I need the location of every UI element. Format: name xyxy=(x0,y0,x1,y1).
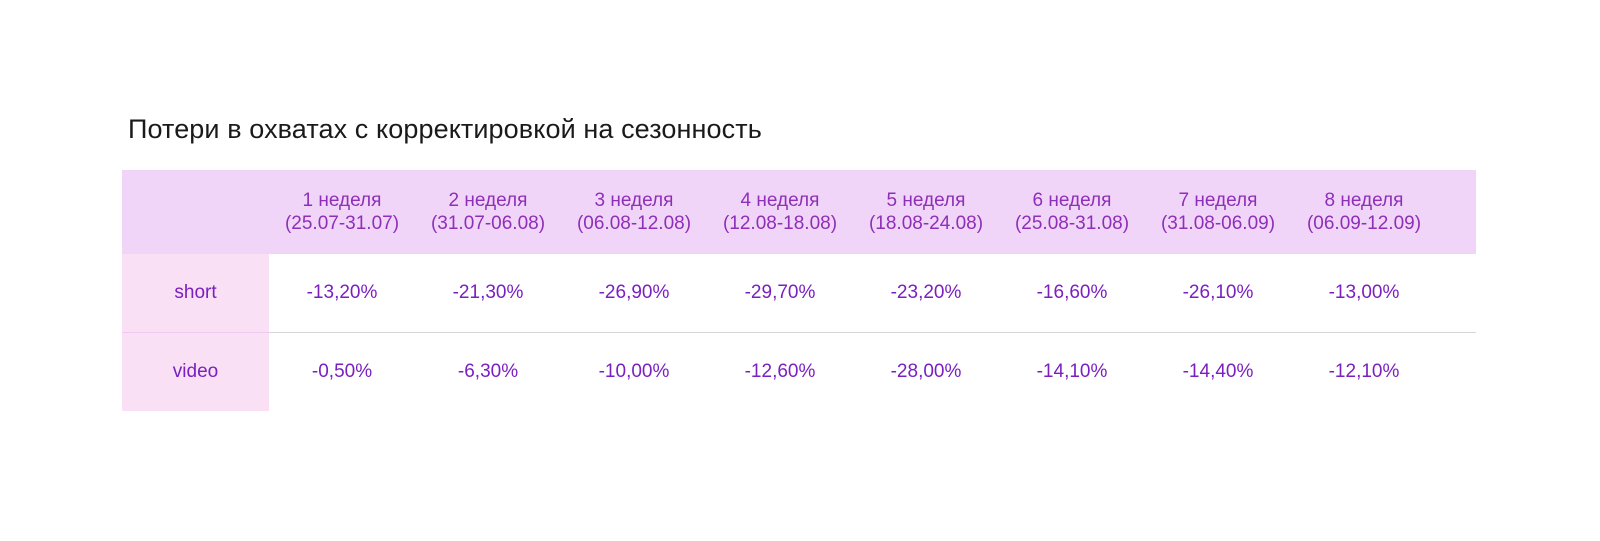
value-cell: -28,00% xyxy=(890,361,962,382)
week-label: 5 неделя xyxy=(886,190,966,211)
value-cell: -23,20% xyxy=(853,254,999,333)
week-date-range: (06.08-12.08) xyxy=(576,213,692,234)
value-cell: -14,10% xyxy=(1036,361,1108,382)
header-corner-cell xyxy=(122,170,269,254)
value-cell: -26,10% xyxy=(1145,254,1291,333)
header-padding-cell xyxy=(1437,170,1476,254)
column-header: 5 неделя (18.08-24.08) xyxy=(853,170,999,254)
row-label: short xyxy=(122,254,269,333)
week-date-range: (31.07-06.08) xyxy=(430,213,546,234)
row-padding-cell xyxy=(1437,333,1476,412)
week-date-range: (06.09-12.09) xyxy=(1306,213,1422,234)
week-date-range: (12.08-18.08) xyxy=(722,213,838,234)
value-cell: -13,20% xyxy=(269,254,415,333)
week-label: 3 неделя xyxy=(594,190,674,211)
column-header: 7 неделя (31.08-06.09) xyxy=(1145,170,1291,254)
value-cell: -29,70% xyxy=(707,254,853,333)
column-header: 1 неделя (25.07-31.07) xyxy=(269,170,415,254)
week-date-range: (25.08-31.08) xyxy=(1014,213,1130,234)
column-header: 6 неделя (25.08-31.08) xyxy=(999,170,1145,254)
reach-loss-table: 1 неделя (25.07-31.07) 2 неделя (31.07-0… xyxy=(122,170,1476,411)
value-cell: -13,00% xyxy=(1291,254,1437,333)
week-date-range: (31.08-06.09) xyxy=(1160,213,1276,234)
value-cell: -12,60% xyxy=(744,361,816,382)
table-row-video: video -0,50% -6,30% -10,00% -12,60% -28,… xyxy=(122,332,1476,412)
column-header: 2 неделя (31.07-06.08) xyxy=(415,170,561,254)
week-label: 8 неделя xyxy=(1324,190,1404,211)
row-label: video xyxy=(122,332,269,411)
column-header: 4 неделя (12.08-18.08) xyxy=(707,170,853,254)
table-row-short: short -13,20% -21,30% -26,90% -29,70% -2… xyxy=(122,254,1476,333)
value-cell: -10,00% xyxy=(598,361,670,382)
value-cell: -6,30% xyxy=(457,361,519,382)
week-label: 1 неделя xyxy=(302,190,382,211)
value-cell: -0,50% xyxy=(311,361,373,382)
value-cell: -14,40% xyxy=(1182,361,1254,382)
week-label: 2 неделя xyxy=(448,190,528,211)
week-date-range: (25.07-31.07) xyxy=(284,213,400,234)
week-date-range: (18.08-24.08) xyxy=(868,213,984,234)
column-header: 8 неделя (06.09-12.09) xyxy=(1291,170,1437,254)
week-label: 6 неделя xyxy=(1032,190,1112,211)
value-cell: -16,60% xyxy=(999,254,1145,333)
value-cell: -21,30% xyxy=(415,254,561,333)
week-label: 7 неделя xyxy=(1178,190,1258,211)
row-padding-cell xyxy=(1437,254,1476,333)
table-header-row: 1 неделя (25.07-31.07) 2 неделя (31.07-0… xyxy=(122,170,1476,254)
page-title: Потери в охватах с корректировкой на сез… xyxy=(128,114,762,144)
value-cell: -12,10% xyxy=(1328,361,1400,382)
column-header: 3 неделя (06.08-12.08) xyxy=(561,170,707,254)
value-cell: -26,90% xyxy=(561,254,707,333)
week-label: 4 неделя xyxy=(740,190,820,211)
